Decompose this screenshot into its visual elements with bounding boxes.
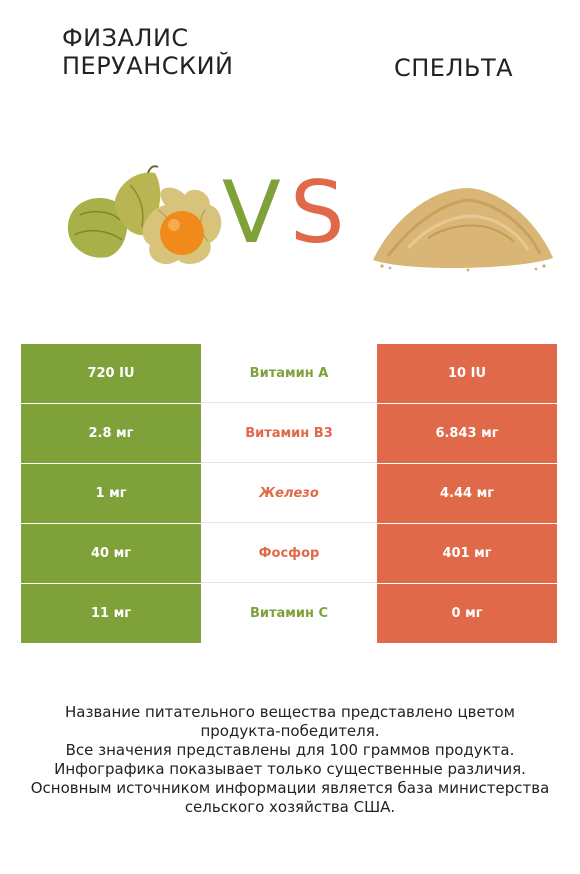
value-right: 401 мг [377, 524, 557, 583]
physalis-icon [67, 165, 222, 265]
comparison-table: 720 IU Витамин A 10 IU 2.8 мг Витамин B3 6.84… [21, 344, 557, 644]
vs-v-letter: V [222, 163, 281, 263]
value-right: 4.44 мг [377, 464, 557, 523]
nutrient-label: Железо [201, 464, 377, 523]
value-left: 1 мг [21, 464, 201, 523]
table-row: 40 мг Фосфор 401 мг [21, 524, 557, 583]
footer-line: Название питательного вещества представл… [65, 703, 515, 721]
title-right: Спельта [394, 54, 514, 82]
footer-line: продукта-победителя. [200, 722, 380, 740]
footer-note: Название питательного вещества представл… [20, 703, 560, 817]
table-row: 720 IU Витамин A 10 IU [21, 344, 557, 403]
vs-s-letter: S [290, 163, 345, 263]
footer-line: сельского хозяйства США. [184, 798, 396, 816]
value-left: 11 мг [21, 584, 201, 643]
nutrient-label: Фосфор [201, 524, 377, 583]
value-left: 2.8 мг [21, 404, 201, 463]
nutrient-label: Витамин C [201, 584, 377, 643]
value-left: 40 мг [21, 524, 201, 583]
nutrient-label: Витамин A [201, 344, 377, 403]
value-right: 0 мг [377, 584, 557, 643]
vs-label: V S [222, 168, 358, 258]
nutrient-label: Витамин B3 [201, 404, 377, 463]
table-row: 1 мг Железо 4.44 мг [21, 464, 557, 523]
value-right: 6.843 мг [377, 404, 557, 463]
table-row: 2.8 мг Витамин B3 6.843 мг [21, 404, 557, 463]
title-left: Физалис перуанский [62, 24, 234, 80]
footer-line: Все значения представлены для 100 граммо… [65, 741, 515, 759]
footer-line: Основным источником информации является … [30, 779, 550, 797]
value-left: 720 IU [21, 344, 201, 403]
value-right: 10 IU [377, 344, 557, 403]
spelt-grain-icon [373, 188, 553, 272]
footer-line: Инфографика показывает только существенн… [54, 760, 526, 778]
